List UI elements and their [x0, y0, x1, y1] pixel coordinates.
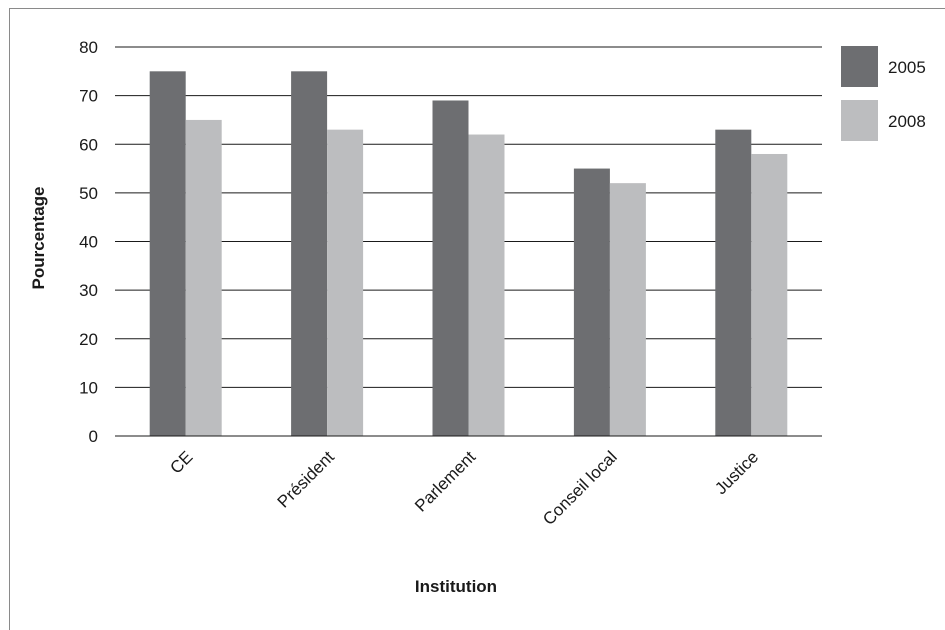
y-tick-label: 40 — [79, 233, 98, 252]
y-tick-label: 50 — [79, 184, 98, 203]
legend-swatch-2008 — [841, 100, 878, 141]
legend-label: 2008 — [888, 112, 926, 131]
x-tick-label: Justice — [711, 447, 762, 498]
bars — [115, 71, 822, 437]
legend: 2005 2008 — [841, 46, 926, 141]
x-tick-label: Conseil local — [539, 447, 621, 529]
bar-2005-0 — [149, 71, 186, 436]
x-axis-tick-labels: CE Président Parlement Conseil local Justice — [166, 447, 762, 529]
y-tick-label: 0 — [89, 427, 98, 446]
bar-2005-2 — [432, 100, 469, 437]
x-tick-label: Président — [274, 447, 338, 511]
bar-2008-3 — [609, 183, 646, 436]
x-tick-label: CE — [166, 447, 196, 477]
y-axis-title: Pourcentage — [29, 187, 48, 290]
bar-2005-4 — [715, 129, 752, 436]
bar-2008-4 — [751, 153, 788, 436]
bar-2005-1 — [291, 71, 328, 436]
y-tick-label: 10 — [79, 378, 98, 397]
x-axis-title: Institution — [415, 577, 497, 596]
y-tick-label: 70 — [79, 87, 98, 106]
legend-label: 2005 — [888, 58, 926, 77]
legend-swatch-2005 — [841, 46, 878, 87]
y-tick-label: 30 — [79, 281, 98, 300]
bar-2008-2 — [468, 134, 505, 436]
y-axis-ticks: 0 10 20 30 40 50 60 70 80 — [79, 38, 98, 446]
y-tick-label: 80 — [79, 38, 98, 57]
y-tick-label: 60 — [79, 135, 98, 154]
bar-2008-1 — [327, 129, 364, 436]
bar-2008-0 — [185, 119, 222, 436]
x-tick-label: Parlement — [411, 447, 479, 515]
y-tick-label: 20 — [79, 330, 98, 349]
bar-2005-3 — [573, 168, 610, 436]
